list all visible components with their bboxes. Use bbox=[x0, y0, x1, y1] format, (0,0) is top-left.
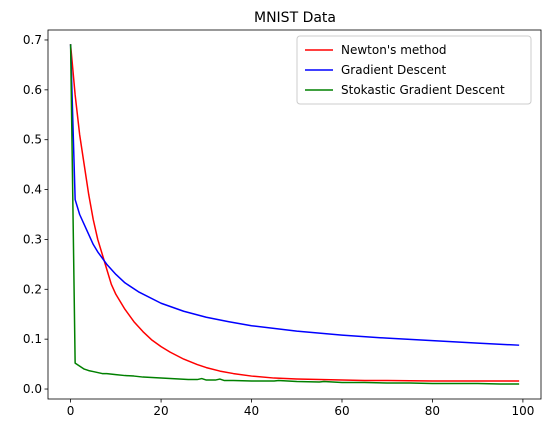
legend-label-0: Newton's method bbox=[341, 43, 447, 57]
axes-layer: 0 20 40 60 80 100 0.0 0.1 0.2 0.3 0.4 0.5 0.6 0.7 bbox=[23, 29, 542, 418]
y-tick-label: 0.4 bbox=[23, 183, 42, 197]
y-tick-label: 0.6 bbox=[23, 83, 42, 97]
series-lines bbox=[69, 44, 520, 385]
series-line-1 bbox=[69, 44, 520, 346]
y-tick-label: 0.2 bbox=[23, 282, 42, 296]
legend-label-2: Stokastic Gradient Descent bbox=[341, 83, 505, 97]
y-tick-label: 0.0 bbox=[23, 382, 42, 396]
y-tick-label: 0.7 bbox=[23, 33, 42, 47]
x-tick-label: 40 bbox=[244, 404, 259, 418]
x-tick-label: 100 bbox=[511, 404, 534, 418]
legend: Newton's method Gradient Descent Stokastic… bbox=[296, 35, 532, 105]
x-tick-label: 80 bbox=[425, 404, 440, 418]
x-tick-label: 0 bbox=[67, 404, 75, 418]
x-tick-label: 60 bbox=[334, 404, 349, 418]
y-tick-label: 0.5 bbox=[23, 133, 42, 147]
x-tick-label: 20 bbox=[153, 404, 168, 418]
axes-frame bbox=[47, 29, 542, 400]
legend-box bbox=[296, 35, 532, 105]
series-line-2 bbox=[69, 44, 520, 385]
y-tick-label: 0.3 bbox=[23, 232, 42, 246]
plot-layer bbox=[69, 44, 520, 385]
chart-title: MNIST Data bbox=[254, 10, 336, 26]
y-tick-label: 0.1 bbox=[23, 332, 42, 346]
series-line-0 bbox=[69, 44, 520, 382]
legend-label-1: Gradient Descent bbox=[341, 63, 447, 77]
